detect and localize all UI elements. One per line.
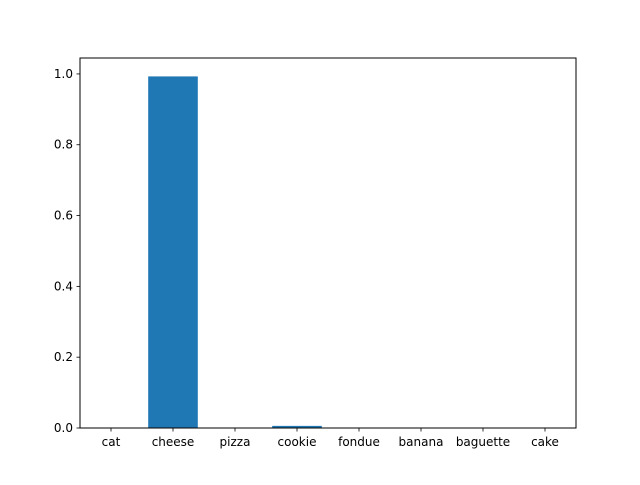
y-tick-label: 1.0: [54, 67, 73, 81]
plot-frame: [79, 57, 577, 429]
x-tick-label: cookie: [278, 435, 317, 449]
y-tick-label: 0.0: [54, 421, 73, 435]
bar-cookie: [272, 425, 322, 428]
x-axis: cat cheese pizza cookie fondue banana baguette…: [102, 428, 559, 449]
bar-cheese: [148, 76, 198, 428]
x-tick-label: banana: [399, 435, 444, 449]
x-tick-label: cheese: [152, 435, 195, 449]
y-axis: 0.0 0.2 0.4 0.6 0.8 1.0: [54, 67, 80, 435]
x-tick-label: fondue: [338, 435, 380, 449]
y-tick-label: 0.8: [54, 138, 73, 152]
y-tick-label: 0.4: [54, 279, 73, 293]
x-tick-label: cat: [102, 435, 121, 449]
y-tick-label: 0.6: [54, 209, 73, 223]
bars-layer: [148, 76, 322, 428]
x-tick-label: baguette: [456, 435, 510, 449]
x-tick-label: cake: [531, 435, 559, 449]
y-tick-label: 0.2: [54, 350, 73, 364]
x-tick-label: pizza: [220, 435, 251, 449]
